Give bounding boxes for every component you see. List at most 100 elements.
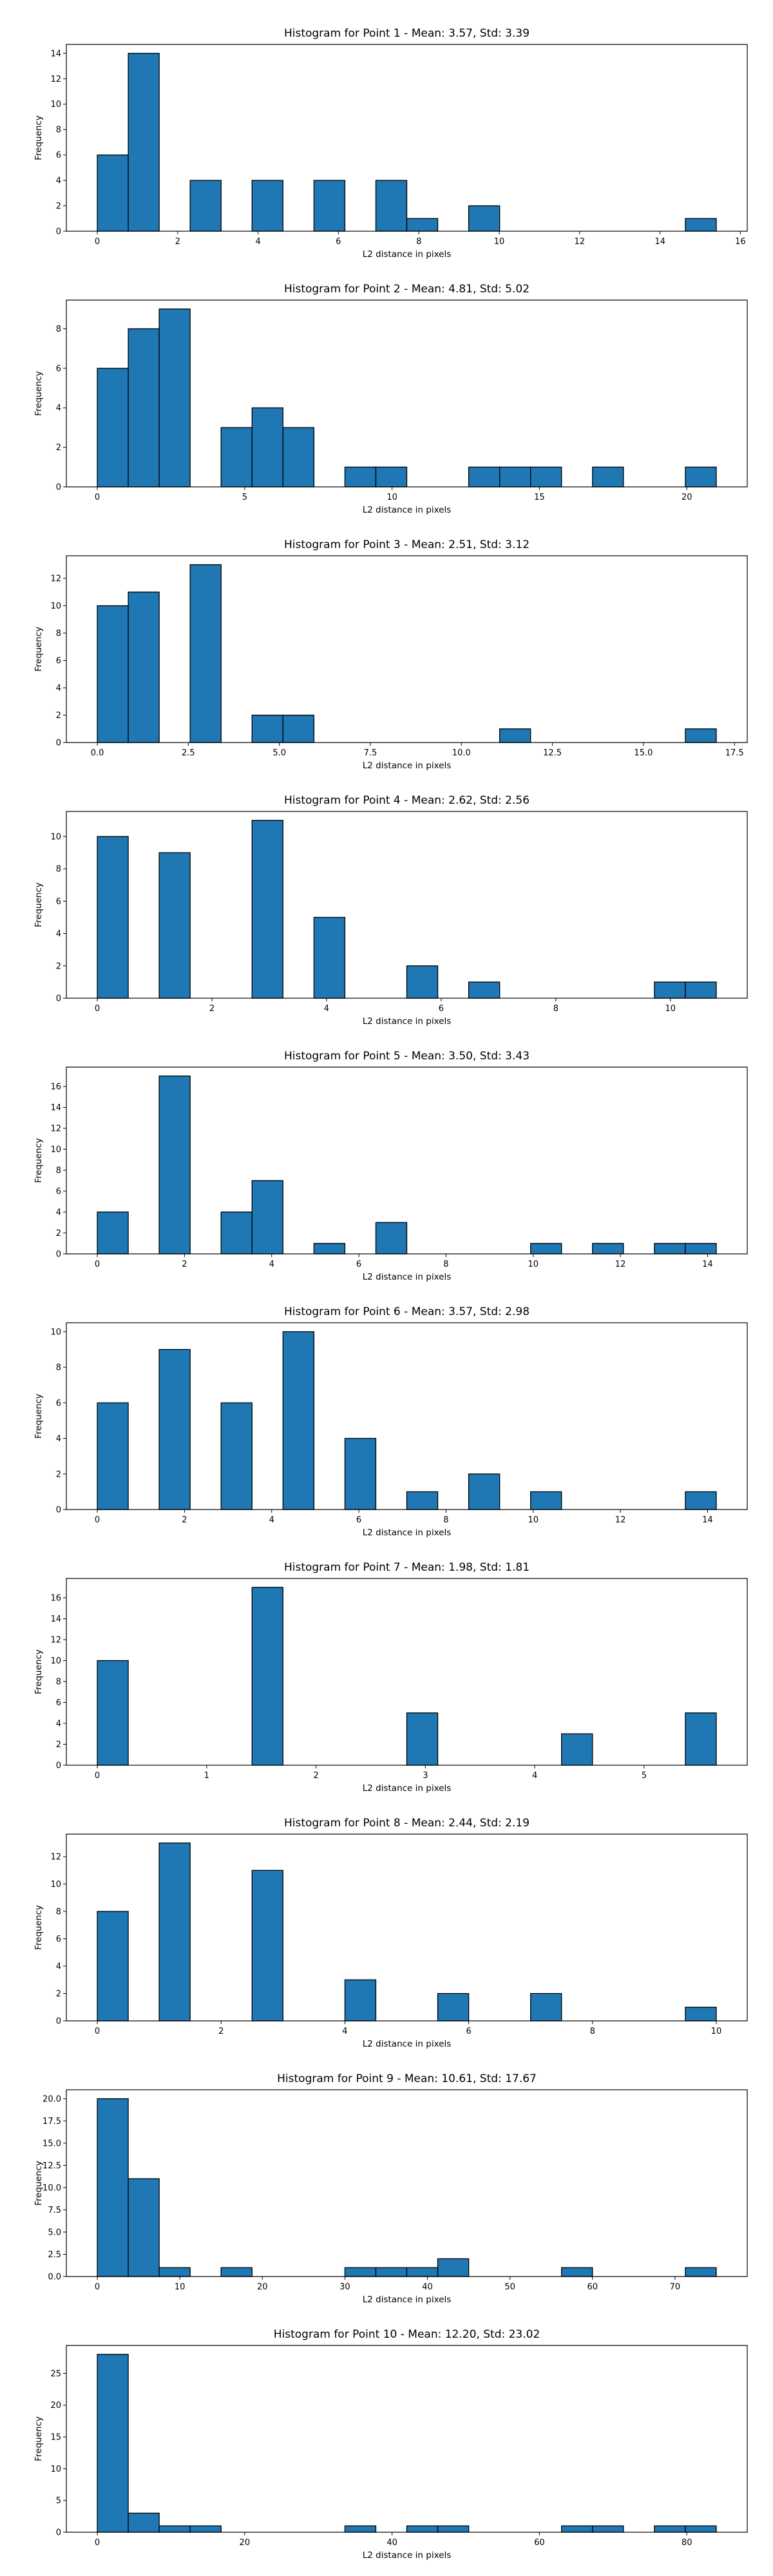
histogram-bar xyxy=(437,2525,470,2533)
histogram-bar xyxy=(128,2512,160,2533)
x-tick-label: 0 xyxy=(95,493,100,502)
chart-title: Histogram for Point 6 - Mean: 3.57, Std:… xyxy=(284,1305,530,1318)
y-tick-label: 10.0 xyxy=(43,2183,61,2193)
histogram-bar xyxy=(97,2098,129,2277)
histogram-bar xyxy=(251,407,283,488)
histogram-svg: Histogram for Point 8 - Mean: 2.44, Std:… xyxy=(33,1817,748,2049)
histogram-bar xyxy=(158,1075,191,1255)
x-tick-label: 2 xyxy=(182,1260,187,1269)
histogram-bar xyxy=(592,466,624,488)
histogram-bar xyxy=(282,714,315,743)
y-tick-label: 10 xyxy=(50,1145,61,1155)
histogram-bar xyxy=(189,180,222,232)
x-tick-label: 0 xyxy=(95,1260,100,1269)
x-tick-label: 6 xyxy=(439,1004,444,1014)
x-tick-label: 2 xyxy=(313,1771,318,1781)
x-tick-label: 0 xyxy=(95,237,100,247)
x-tick-label: 3 xyxy=(423,1771,428,1781)
x-tick-label: 10 xyxy=(386,493,397,502)
y-tick-label: 6 xyxy=(56,656,61,666)
bars xyxy=(97,2098,717,2277)
histogram-bar xyxy=(158,852,191,999)
x-tick-label: 14 xyxy=(702,1260,713,1269)
y-tick-label: 5 xyxy=(56,2496,61,2506)
x-tick-label: 0 xyxy=(95,2538,100,2548)
histogram-bar xyxy=(437,1993,470,2022)
x-tick-label: 10 xyxy=(711,2027,722,2036)
histogram-bar xyxy=(561,1733,593,1766)
histogram-svg: Histogram for Point 5 - Mean: 3.50, Std:… xyxy=(33,1050,748,1282)
histogram-bar xyxy=(97,1211,129,1255)
x-tick-label: 2 xyxy=(209,1004,215,1014)
plot-frame xyxy=(66,555,748,743)
histogram-bar xyxy=(654,2525,686,2533)
y-tick-label: 6 xyxy=(56,1187,61,1197)
y-tick-label: 2.5 xyxy=(48,2250,61,2260)
y-tick-label: 4 xyxy=(56,1434,61,1444)
histogram-svg: Histogram for Point 2 - Mean: 4.81, Std:… xyxy=(33,283,748,515)
x-tick-label: 7.5 xyxy=(364,748,377,758)
histogram-bar xyxy=(97,836,129,999)
y-tick-label: 2 xyxy=(56,1229,61,1238)
y-tick-label: 2 xyxy=(56,711,61,721)
histogram-bar xyxy=(654,981,686,999)
histogram-bar xyxy=(375,180,408,232)
histogram-bar xyxy=(220,1211,253,1255)
y-tick-label: 4 xyxy=(56,1962,61,1972)
histogram-chart-4: Histogram for Point 4 - Mean: 2.62, Std:… xyxy=(0,770,773,1027)
chart-title: Histogram for Point 1 - Mean: 3.57, Std:… xyxy=(284,27,530,40)
y-tick-label: 10 xyxy=(50,1656,61,1666)
histogram-bar xyxy=(406,1491,439,1510)
y-tick-label: 0 xyxy=(56,994,61,1004)
x-tick-label: 4 xyxy=(324,1004,329,1014)
y-tick-label: 4 xyxy=(56,929,61,939)
x-tick-label: 0 xyxy=(95,1004,100,1014)
x-tick-label: 6 xyxy=(356,1515,361,1525)
histogram-bar xyxy=(97,605,129,743)
histogram-bar xyxy=(685,1712,717,1766)
histogram-chart-5: Histogram for Point 5 - Mean: 3.50, Std:… xyxy=(0,1025,773,1283)
plot-frame xyxy=(66,1322,748,1510)
y-tick-label: 0.0 xyxy=(48,2273,61,2282)
y-tick-label: 20 xyxy=(50,2401,61,2410)
histogram-bar xyxy=(282,1331,315,1510)
y-tick-label: 0 xyxy=(56,483,61,493)
y-tick-label: 0 xyxy=(56,739,61,748)
histogram-bar xyxy=(251,1180,283,1255)
histogram-chart-1: Histogram for Point 1 - Mean: 3.57, Std:… xyxy=(0,3,773,260)
y-tick-label: 2 xyxy=(56,1740,61,1750)
histogram-bar xyxy=(406,218,439,232)
x-axis-label: L2 distance in pixels xyxy=(363,505,451,515)
y-axis-label: Frequency xyxy=(33,627,44,672)
histogram-bar xyxy=(97,368,129,488)
y-tick-label: 10 xyxy=(50,1880,61,1889)
histogram-bar xyxy=(158,2525,191,2533)
x-tick-label: 4 xyxy=(342,2027,347,2036)
x-tick-label: 30 xyxy=(339,2282,350,2292)
x-tick-label: 20 xyxy=(257,2282,268,2292)
histogram-bar xyxy=(97,2354,129,2533)
x-tick-label: 8 xyxy=(590,2027,595,2036)
histogram-bar xyxy=(406,2267,439,2277)
x-tick-label: 4 xyxy=(269,1515,274,1525)
x-tick-label: 1 xyxy=(204,1771,209,1781)
y-tick-label: 10 xyxy=(50,832,61,842)
y-tick-label: 6 xyxy=(56,1935,61,1944)
y-tick-label: 8 xyxy=(56,1908,61,1917)
x-axis-label: L2 distance in pixels xyxy=(363,761,451,771)
y-tick-label: 8 xyxy=(56,325,61,334)
histogram-bar xyxy=(437,2258,470,2277)
y-tick-label: 14 xyxy=(50,1103,61,1113)
y-tick-label: 12 xyxy=(50,75,61,84)
x-tick-label: 70 xyxy=(670,2282,681,2292)
histogram-bar xyxy=(499,466,531,488)
x-tick-label: 12 xyxy=(575,237,586,247)
y-tick-label: 20.0 xyxy=(43,2094,61,2104)
y-tick-label: 10 xyxy=(50,1327,61,1337)
y-axis-label: Frequency xyxy=(33,1394,44,1439)
y-tick-label: 15 xyxy=(50,2433,61,2443)
histogram-bar xyxy=(97,1402,129,1510)
histogram-bar xyxy=(685,466,717,488)
histogram-chart-2: Histogram for Point 2 - Mean: 4.81, Std:… xyxy=(0,258,773,516)
histogram-bar xyxy=(530,1243,562,1255)
